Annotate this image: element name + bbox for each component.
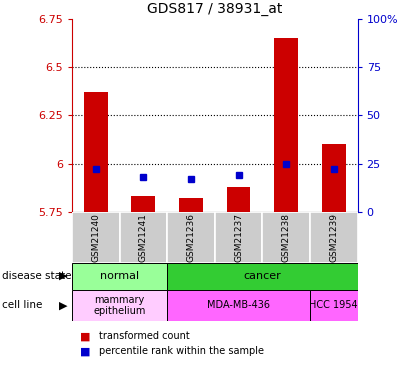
Bar xyxy=(72,262,167,290)
Text: cell line: cell line xyxy=(2,300,42,310)
Bar xyxy=(215,212,262,262)
Bar xyxy=(310,212,358,262)
Bar xyxy=(167,262,358,290)
Bar xyxy=(84,92,108,212)
Bar xyxy=(179,198,203,212)
Bar xyxy=(274,38,298,212)
Bar xyxy=(120,212,167,262)
Text: normal: normal xyxy=(100,271,139,281)
Title: GDS817 / 38931_at: GDS817 / 38931_at xyxy=(147,2,282,16)
Text: disease state: disease state xyxy=(2,271,72,281)
Bar xyxy=(262,212,310,262)
Text: HCC 1954: HCC 1954 xyxy=(309,300,358,310)
Bar xyxy=(72,212,120,262)
Text: cancer: cancer xyxy=(243,271,281,281)
Text: ▶: ▶ xyxy=(59,271,68,281)
Bar xyxy=(322,144,346,212)
Bar xyxy=(167,212,215,262)
Text: transformed count: transformed count xyxy=(99,332,189,341)
Text: percentile rank within the sample: percentile rank within the sample xyxy=(99,346,263,356)
Bar xyxy=(310,290,358,321)
Text: GSM21241: GSM21241 xyxy=(139,213,148,262)
Text: ■: ■ xyxy=(80,346,91,356)
Text: GSM21236: GSM21236 xyxy=(187,213,196,262)
Text: GSM21239: GSM21239 xyxy=(329,213,338,262)
Bar xyxy=(132,196,155,212)
Bar xyxy=(226,187,250,212)
Bar xyxy=(72,290,167,321)
Bar xyxy=(167,290,310,321)
Text: ▶: ▶ xyxy=(59,300,68,310)
Text: GSM21237: GSM21237 xyxy=(234,213,243,262)
Text: ■: ■ xyxy=(80,332,91,341)
Text: mammary
epithelium: mammary epithelium xyxy=(93,295,146,316)
Text: GSM21238: GSM21238 xyxy=(282,213,291,262)
Text: GSM21240: GSM21240 xyxy=(91,213,100,262)
Text: MDA-MB-436: MDA-MB-436 xyxy=(207,300,270,310)
